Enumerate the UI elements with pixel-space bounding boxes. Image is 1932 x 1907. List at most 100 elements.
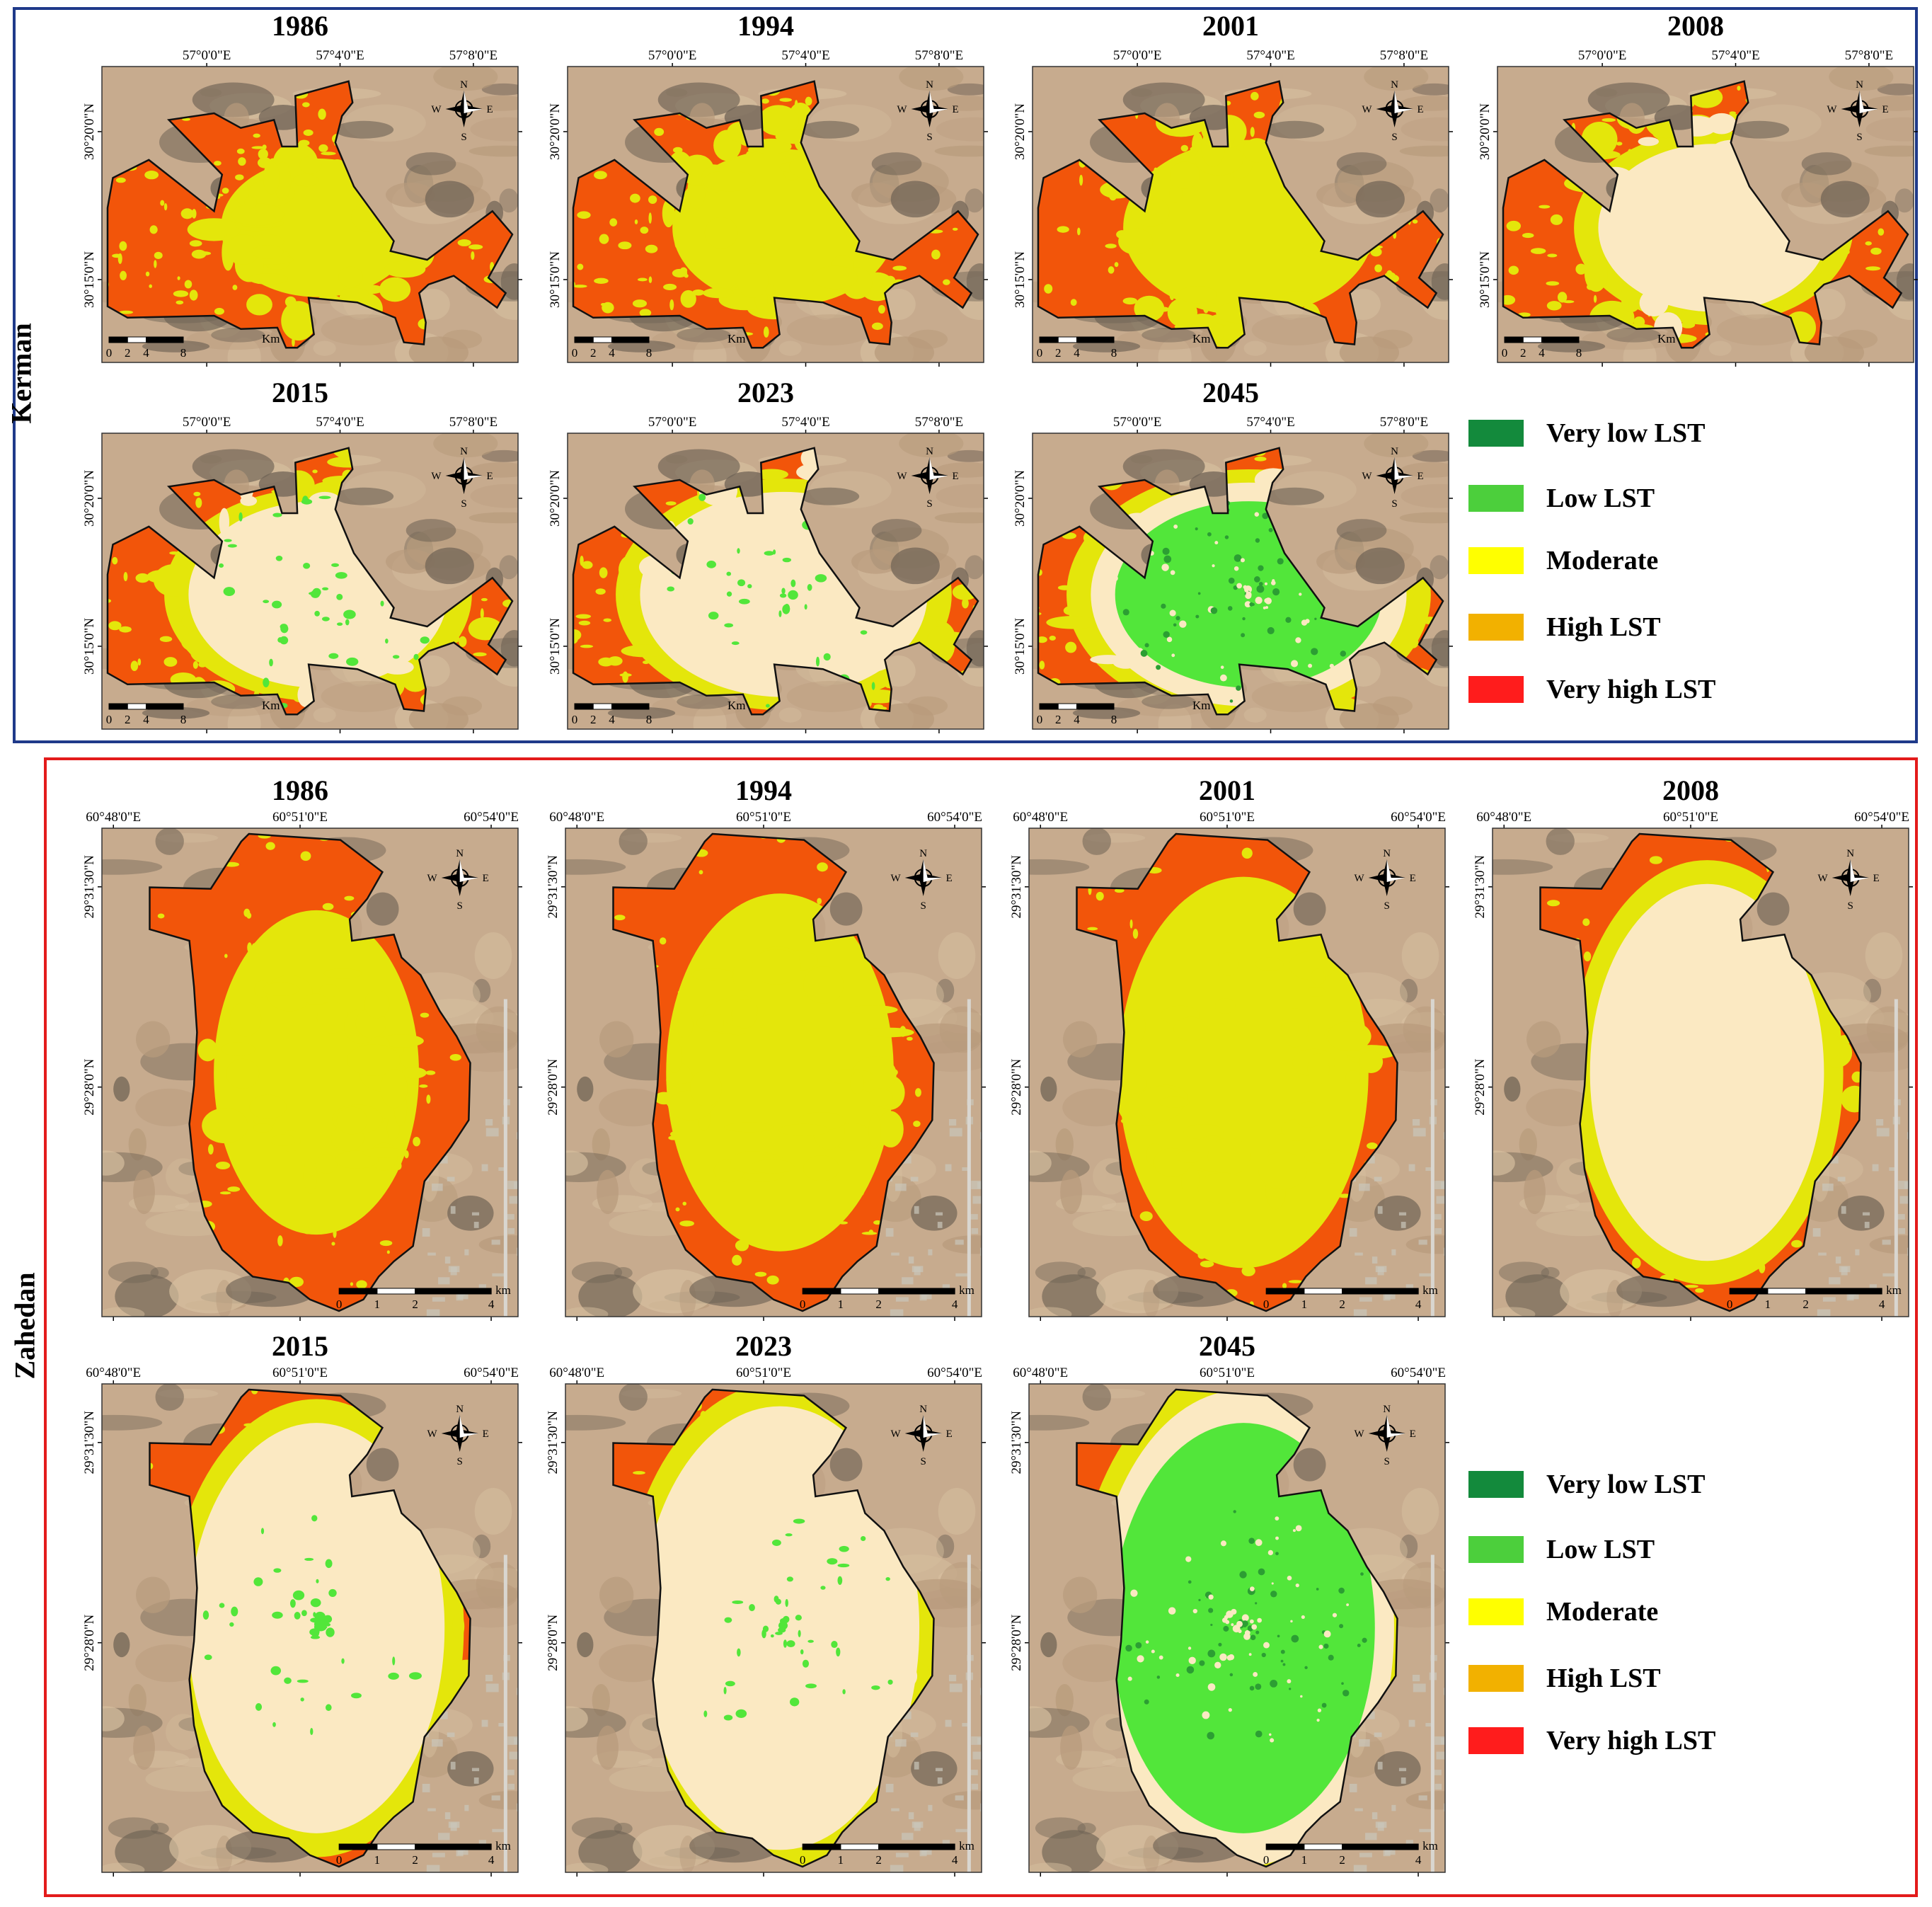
- scale-bar: [1039, 336, 1115, 343]
- lst-patch: [87, 573, 100, 581]
- lst-patch: [180, 208, 194, 219]
- lst-patch-low: [815, 656, 820, 667]
- lst-patch: [112, 253, 122, 258]
- latitude-tick-label: 30°15'0"N: [1013, 618, 1028, 675]
- lst-patch: [1243, 138, 1271, 163]
- lst-patch: [1262, 512, 1269, 520]
- lst-patch: [308, 491, 341, 511]
- compass-label: S: [1856, 132, 1862, 143]
- lst-patch: [236, 590, 270, 610]
- lst-patch: [173, 290, 189, 297]
- lst-patch: [1228, 577, 1235, 584]
- urban-block: [432, 1184, 443, 1191]
- lst-patch-low: [321, 617, 330, 622]
- terrain-patch: [677, 694, 731, 709]
- urban-block: [1408, 1164, 1415, 1172]
- lst-patch: [781, 729, 788, 733]
- urban-block: [473, 1222, 479, 1228]
- latitude-tick-label: 30°20'0"N: [82, 103, 97, 160]
- terrain-patch: [155, 1384, 184, 1411]
- lst-patch: [805, 96, 812, 106]
- terrain-patch: [577, 1076, 594, 1102]
- compass-label: E: [953, 471, 959, 482]
- lst-patch: [195, 1554, 222, 1586]
- terrain-patch: [108, 1261, 159, 1283]
- urban-block: [498, 1167, 506, 1172]
- map-panel-zahedan-2023: 2023 60°48'0"E 60°51'0"E 60°54'0"E 29°31'30"…: [541, 1327, 986, 1901]
- scale-bar: [108, 336, 184, 343]
- urban-block: [438, 1277, 450, 1285]
- terrain-patch: [1364, 433, 1429, 458]
- urban-block: [498, 1723, 506, 1727]
- lst-patch: [1787, 1012, 1819, 1033]
- lst-patch: [426, 367, 433, 371]
- lst-patch: [1162, 547, 1170, 555]
- lst-patch: [1342, 729, 1345, 740]
- lst-patch: [1200, 1260, 1214, 1268]
- lst-patch: [263, 1574, 284, 1586]
- lst-patch-low: [336, 593, 343, 600]
- lst-patch: [1311, 648, 1318, 655]
- lst-patch: [1175, 1150, 1202, 1163]
- scale-label: 4: [1074, 713, 1080, 726]
- lst-patch: [913, 1121, 921, 1127]
- lst-patch: [361, 636, 401, 665]
- lst-patch: [130, 660, 139, 671]
- scale-label: 4: [488, 1298, 495, 1311]
- lst-patch-low: [815, 574, 827, 583]
- lst-patch-low: [269, 658, 273, 667]
- lst-patch: [272, 1508, 313, 1540]
- lst-patch: [1750, 1009, 1785, 1038]
- lst-patch: [1746, 376, 1752, 384]
- lst-patch: [1250, 91, 1259, 101]
- lst-patch-low: [326, 1627, 335, 1637]
- lst-patch: [1049, 635, 1056, 641]
- urban-block: [1413, 1128, 1426, 1137]
- lst-patch: [232, 47, 244, 54]
- lst-patch: [1314, 617, 1317, 620]
- lst-patch: [1584, 254, 1608, 292]
- scale-label: 0: [572, 713, 578, 726]
- longitude-tick-label: 60°54'0"E: [927, 810, 982, 825]
- lst-patch-low: [272, 600, 282, 609]
- scale-label: 2: [1802, 1298, 1809, 1311]
- lst-patch-low: [263, 677, 270, 687]
- lst-patch: [850, 1072, 864, 1094]
- terrain-patch: [1336, 519, 1387, 542]
- longitude-tick-label: 60°51'0"E: [272, 810, 328, 825]
- lst-patch: [119, 241, 127, 251]
- urban-block: [517, 1803, 518, 1811]
- lst-patch: [401, 1067, 427, 1079]
- lst-patch: [648, 212, 652, 224]
- lst-patch: [1661, 1117, 1685, 1126]
- terrain-patch: [938, 932, 976, 980]
- terrain-patch: [1493, 859, 1553, 875]
- lst-patch-low: [860, 630, 868, 635]
- terrain-patch: [334, 487, 394, 505]
- lst-patch: [1195, 527, 1198, 531]
- lst-patch: [1139, 1211, 1153, 1222]
- terrain-patch: [829, 892, 863, 926]
- lst-patch: [197, 1038, 218, 1062]
- lst-patch: [318, 108, 326, 120]
- lst-patch: [379, 1034, 424, 1048]
- lst-patch: [245, 50, 252, 59]
- terrain-patch: [1035, 1261, 1086, 1283]
- latitude-tick-label: 30°20'0"N: [548, 103, 563, 160]
- terrain-patch: [1493, 1150, 1515, 1176]
- lst-patch: [277, 1235, 283, 1247]
- lst-patch-low: [804, 604, 807, 610]
- terrain-patch: [135, 1088, 204, 1127]
- lst-patch: [1285, 617, 1292, 623]
- scale-bar: [574, 336, 650, 343]
- lst-patch: [253, 1123, 272, 1133]
- lst-patch: [1707, 113, 1737, 134]
- lst-patch: [1166, 636, 1173, 643]
- lst-patch: [1171, 653, 1175, 658]
- lst-patch: [1240, 558, 1245, 563]
- lst-patch: [691, 968, 734, 981]
- lst-patch: [691, 576, 703, 602]
- lst-patch: [379, 1240, 393, 1247]
- lst-patch: [1044, 284, 1053, 294]
- lst-patch: [654, 127, 665, 136]
